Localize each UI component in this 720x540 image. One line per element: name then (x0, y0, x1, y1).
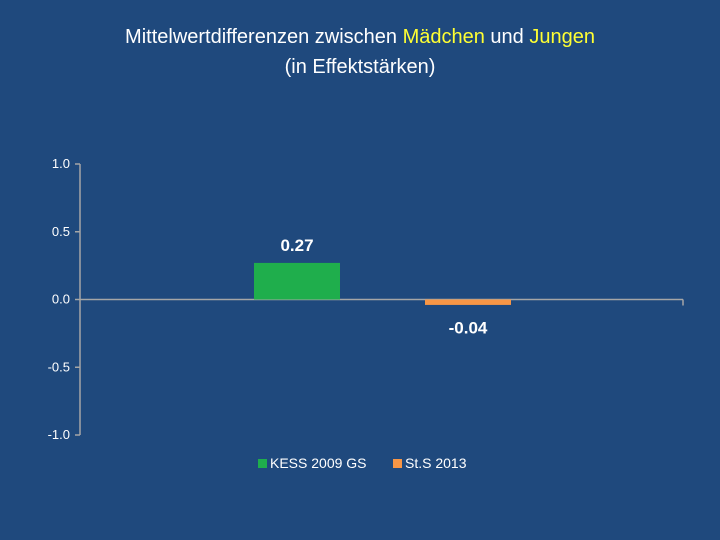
title-highlight-girls: Mädchen (402, 26, 485, 48)
legend-swatch-sts-2013 (393, 459, 402, 468)
y-tick-label: 0.5 (52, 224, 70, 239)
y-tick-label: -1.0 (48, 427, 70, 442)
chart-title-line-2: (in Effektstärken) (284, 56, 436, 78)
bar-kess-2009-gs (254, 262, 340, 300)
y-tick-label: -0.5 (48, 359, 70, 374)
y-tick-label: 1.0 (52, 156, 70, 171)
data-label-sts-2013: -0.04 (449, 319, 488, 338)
title-highlight-boys: Jungen (529, 26, 595, 48)
legend-swatch-kess-2009-gs (258, 459, 267, 468)
y-tick-label: 0.0 (52, 292, 70, 307)
chart-title: Mittelwertdifferenzen zwischen Mädchen u… (0, 22, 720, 82)
legend-label-kess-2009-gs: KESS 2009 GS (270, 455, 367, 471)
bar-sts-2013 (425, 299, 511, 305)
legend-label-sts-2013: St.S 2013 (405, 455, 467, 471)
chart-title-line-1: Mittelwertdifferenzen zwischen Mädchen u… (0, 22, 720, 52)
title-text-middle: und (484, 26, 530, 48)
data-label-kess-2009-gs: 0.27 (280, 236, 313, 255)
title-text-start: Mittelwertdifferenzen zwischen (125, 26, 403, 48)
